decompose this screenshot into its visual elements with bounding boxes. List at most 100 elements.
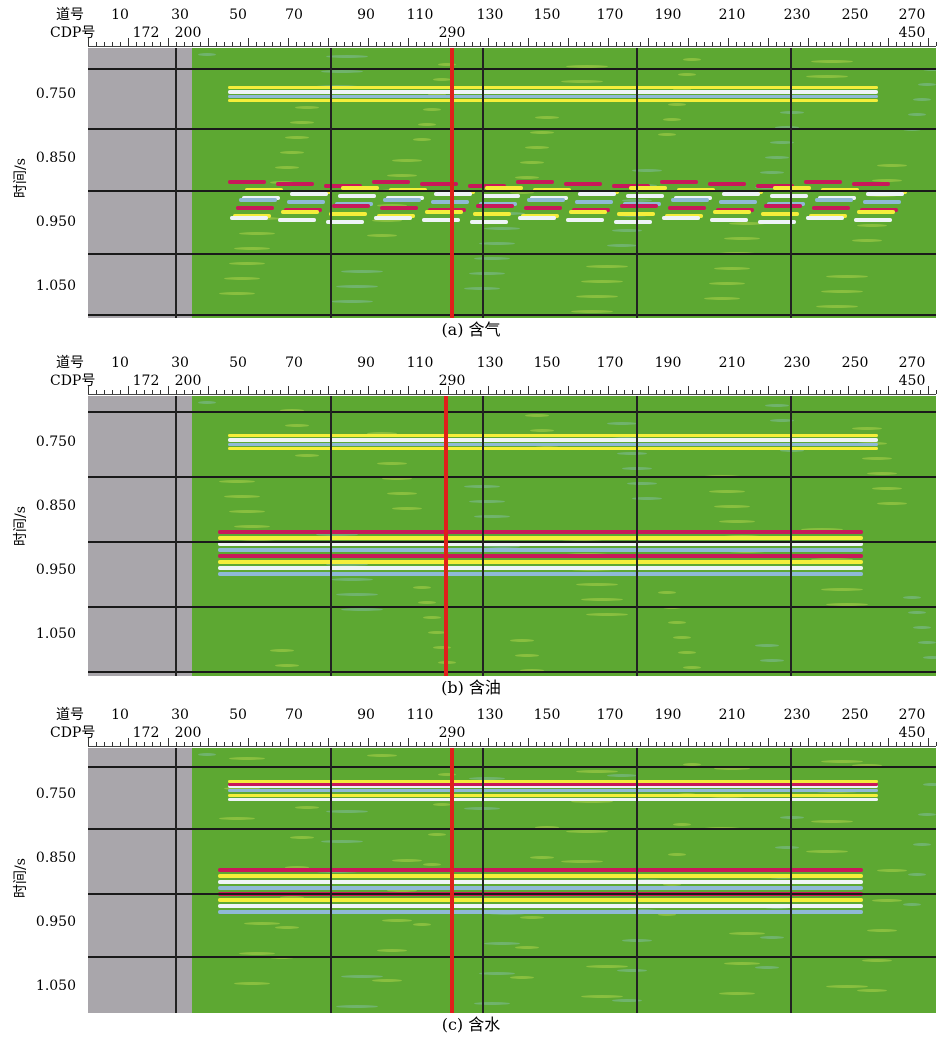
ruler-tick <box>512 742 513 746</box>
noise-speck <box>433 803 451 806</box>
ruler-tick <box>136 390 137 394</box>
ruler-tick <box>336 742 337 746</box>
ruler-tick <box>168 738 169 746</box>
ruler-tick <box>160 742 161 746</box>
cdp-number: 172 <box>132 25 160 41</box>
ruler-tick <box>680 42 681 46</box>
noise-speck <box>658 591 676 594</box>
ruler-tick <box>632 742 633 746</box>
ruler-tick <box>720 390 721 394</box>
reflector-band <box>218 880 863 884</box>
trace-number: 210 <box>718 7 746 23</box>
ruler-tick <box>848 386 849 394</box>
reflector-band <box>815 198 853 202</box>
ruler-tick <box>800 390 801 394</box>
noise-speck <box>811 820 853 823</box>
ruler-tick <box>272 742 273 746</box>
reflector-band <box>228 784 878 788</box>
reflector-band <box>281 210 319 214</box>
noise-speck <box>423 616 441 619</box>
ruler-tick <box>448 738 449 746</box>
ruler-tick <box>88 38 89 46</box>
trace-number: 170 <box>596 7 624 23</box>
ruler-tick <box>224 390 225 394</box>
reflector-band <box>228 434 878 437</box>
time-gridline <box>88 956 936 958</box>
cdp-number-label: CDP号 <box>50 725 96 741</box>
ruler-tick <box>496 42 497 46</box>
ruler-tick <box>792 390 793 394</box>
time-gridline <box>88 314 936 316</box>
noise-speck <box>607 774 637 777</box>
trace-number: 110 <box>406 7 434 23</box>
reflector-band <box>218 868 863 872</box>
ruler-tick <box>760 742 761 746</box>
trace-number: 130 <box>476 355 504 371</box>
ruler-tick <box>272 42 273 46</box>
trace-number: 150 <box>533 7 561 23</box>
ruler-tick <box>664 742 665 746</box>
noise-speck <box>821 588 863 591</box>
reflector-band <box>341 186 379 190</box>
ruler-tick <box>392 42 393 46</box>
noise-speck <box>198 401 216 404</box>
ruler-tick <box>248 38 249 46</box>
ruler-tick <box>672 42 673 46</box>
y-axis-title: 时间/s <box>13 858 29 898</box>
ruler-tick <box>576 42 577 46</box>
noise-speck <box>612 999 642 1002</box>
ruler-tick <box>152 742 153 746</box>
noise-speck <box>336 1005 378 1008</box>
reflector-band <box>626 194 664 198</box>
reflector-band <box>710 218 748 222</box>
noise-speck <box>668 621 686 624</box>
reflector-band <box>218 566 863 570</box>
noise-speck <box>239 232 275 235</box>
reflector-band <box>218 904 863 908</box>
reflector-band <box>806 216 844 220</box>
ruler-tick <box>304 742 305 746</box>
reflector-band <box>218 542 863 546</box>
time-label: 0.750 <box>35 434 76 450</box>
noise-speck <box>530 131 554 134</box>
noise-speck <box>658 913 676 916</box>
ruler-tick <box>824 742 825 746</box>
cdp-number: 450 <box>898 25 926 41</box>
noise-speck <box>275 166 299 169</box>
noise-speck <box>923 656 936 659</box>
ruler-tick <box>808 386 809 394</box>
ruler-tick <box>536 42 537 46</box>
trace-number: 230 <box>783 355 811 371</box>
ruler-tick <box>624 42 625 46</box>
noise-speck <box>632 497 662 500</box>
ruler-tick <box>176 742 177 746</box>
reflector-band <box>425 210 463 214</box>
noise-speck <box>770 419 794 422</box>
noise-speck <box>387 174 417 177</box>
well-marker-line <box>444 396 448 676</box>
ruler-tick <box>384 42 385 46</box>
ruler-tick <box>496 742 497 746</box>
noise-speck <box>372 979 402 982</box>
noise-speck <box>683 763 701 766</box>
noise-speck <box>663 883 681 886</box>
trace-number: 30 <box>171 707 189 723</box>
ruler-tick <box>336 42 337 46</box>
ruler-tick <box>440 42 441 46</box>
trace-gridline <box>636 396 638 676</box>
ruler-tick <box>736 42 737 46</box>
ruler-tick <box>288 386 289 394</box>
ruler-tick <box>184 42 185 46</box>
ruler-tick <box>832 742 833 746</box>
noise-speck <box>729 222 765 225</box>
ruler-tick <box>352 390 353 394</box>
noise-speck <box>234 247 270 250</box>
ruler-tick <box>344 742 345 746</box>
ruler-tick <box>280 742 281 746</box>
ruler-tick <box>688 386 689 394</box>
noise-speck <box>438 773 456 776</box>
ruler-tick <box>96 742 97 746</box>
noise-speck <box>423 863 441 866</box>
noise-speck <box>428 833 446 836</box>
ruler-tick <box>736 390 737 394</box>
